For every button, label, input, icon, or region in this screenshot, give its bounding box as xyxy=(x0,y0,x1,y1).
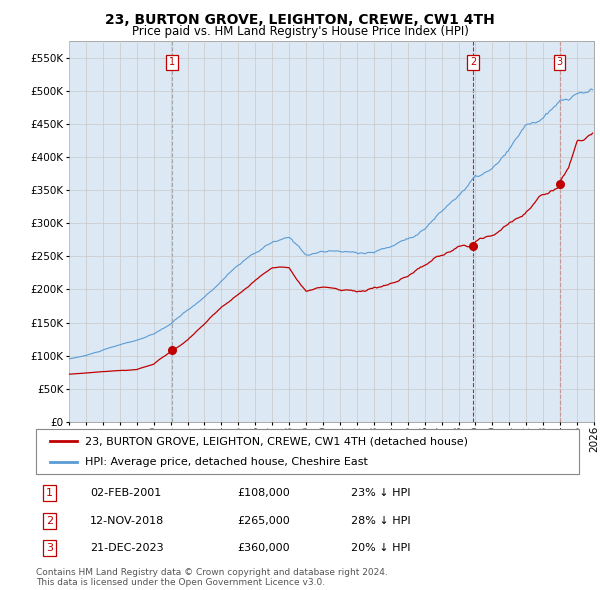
Text: 2: 2 xyxy=(46,516,53,526)
Text: 1: 1 xyxy=(169,57,175,67)
Text: 23% ↓ HPI: 23% ↓ HPI xyxy=(351,489,410,499)
Text: 02-FEB-2001: 02-FEB-2001 xyxy=(91,489,161,499)
Text: 23, BURTON GROVE, LEIGHTON, CREWE, CW1 4TH (detached house): 23, BURTON GROVE, LEIGHTON, CREWE, CW1 4… xyxy=(85,436,468,446)
Text: 28% ↓ HPI: 28% ↓ HPI xyxy=(351,516,410,526)
Text: 3: 3 xyxy=(46,543,53,553)
Text: 23, BURTON GROVE, LEIGHTON, CREWE, CW1 4TH: 23, BURTON GROVE, LEIGHTON, CREWE, CW1 4… xyxy=(105,13,495,27)
Text: Price paid vs. HM Land Registry's House Price Index (HPI): Price paid vs. HM Land Registry's House … xyxy=(131,25,469,38)
Text: 20% ↓ HPI: 20% ↓ HPI xyxy=(351,543,410,553)
Text: 21-DEC-2023: 21-DEC-2023 xyxy=(91,543,164,553)
Text: 1: 1 xyxy=(46,489,53,499)
Text: HPI: Average price, detached house, Cheshire East: HPI: Average price, detached house, Ches… xyxy=(85,457,368,467)
Text: Contains HM Land Registry data © Crown copyright and database right 2024.
This d: Contains HM Land Registry data © Crown c… xyxy=(36,568,388,587)
FancyBboxPatch shape xyxy=(36,429,579,474)
Text: £265,000: £265,000 xyxy=(237,516,290,526)
Text: £108,000: £108,000 xyxy=(237,489,290,499)
Text: £360,000: £360,000 xyxy=(237,543,290,553)
Text: 2: 2 xyxy=(470,57,476,67)
Text: 3: 3 xyxy=(557,57,563,67)
Text: 12-NOV-2018: 12-NOV-2018 xyxy=(91,516,164,526)
